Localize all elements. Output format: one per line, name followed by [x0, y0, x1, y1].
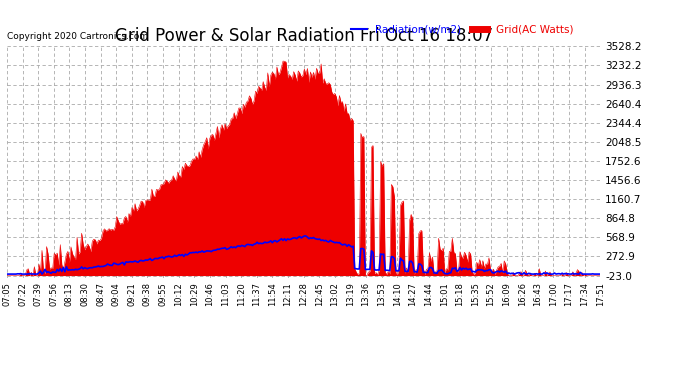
Title: Grid Power & Solar Radiation Fri Oct 16 18:07: Grid Power & Solar Radiation Fri Oct 16 … [115, 27, 493, 45]
Legend: Radiation(w/m2), Grid(AC Watts): Radiation(w/m2), Grid(AC Watts) [347, 20, 578, 38]
Text: Copyright 2020 Cartronics.com: Copyright 2020 Cartronics.com [7, 32, 148, 41]
